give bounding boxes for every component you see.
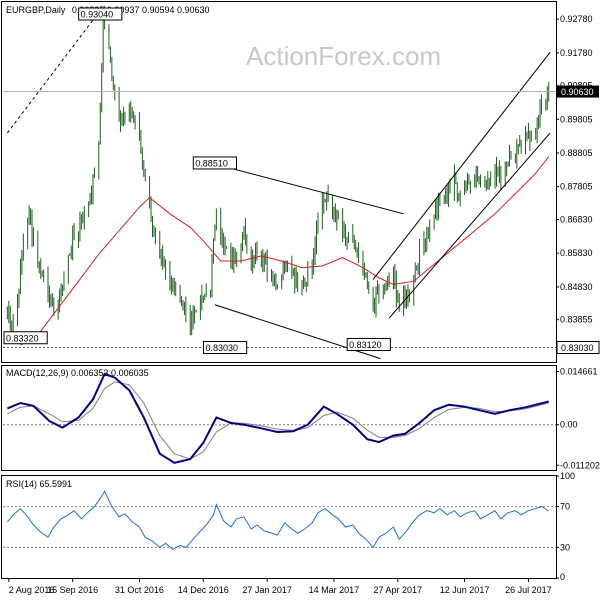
price-y-tick-label: 0.89805 [560,114,593,124]
x-tick-label: 27 Jan 2017 [242,585,292,595]
price-annotation-label: 0.83120 [349,340,382,350]
macd-y-tick-label: -0.011202 [560,460,600,470]
x-tick-label: 2 Aug 2016 [9,585,55,595]
rsi-title: RSI(14) 65.5991 [6,479,72,489]
price-plot: 0.93040 0.88510 0.83320 0.83030 0.83120 [3,5,556,360]
x-tick-label: 14 Dec 2016 [178,585,229,595]
macd-title: MACD(12,26,9) 0.006353 0.006035 [6,368,149,378]
x-tick-label: 26 Jul 2017 [505,585,552,595]
current-price-label: 0.90630 [561,87,594,97]
current-price-box [557,85,599,98]
y-axis-labels: 0.927800.917800.908050.898050.888050.878… [556,14,600,582]
macd-panel-frame [1,365,557,471]
price-y-tick-label: 0.85830 [560,248,593,258]
price-annotation-box [202,341,248,355]
rsi-y-tick-label: 0 [560,572,565,582]
support-price-box [556,341,600,355]
rsi-line [7,490,549,551]
price-y-tick-label: 0.91780 [560,48,593,58]
rsi-plot [3,490,556,551]
price-title: EURGBP,Daily 0.90835 0.90937 0.90594 0.9… [6,5,210,15]
price-y-tick-label: 0.84830 [560,282,593,292]
support-price-label: 0.83030 [561,343,594,353]
price-annotation-box [3,331,48,345]
price-annotation-label: 0.83030 [205,343,238,353]
macd-plot [3,372,556,464]
trendline [372,51,551,280]
watermark: ActionForex.com [246,41,441,71]
x-tick-label: 27 Apr 2017 [374,585,423,595]
x-tick-label: 14 Mar 2017 [309,585,360,595]
macd-line [7,372,549,464]
macd-signal-line [7,381,549,460]
price-annotation-label: 0.93040 [81,10,114,20]
x-tick-label: 31 Oct 2016 [115,585,164,595]
rsi-y-tick-label: 30 [560,542,570,552]
price-annotation-label: 0.88510 [195,158,228,168]
macd-y-tick-label: 0.00 [560,420,578,430]
trendline [6,10,101,134]
moving-average-line [20,156,550,346]
x-tick-label: 15 Sep 2016 [47,585,98,595]
price-panel-frame [1,1,557,363]
rsi-y-tick-label: 100 [560,471,575,481]
price-annotation-box [192,156,238,170]
price-y-tick-label: 0.86830 [560,215,593,225]
rsi-y-tick-label: 70 [560,502,570,512]
price-y-tick-label: 0.83855 [560,315,593,325]
macd-y-tick-label: 0.014661 [560,367,598,377]
ohlc-label: 0.90835 0.90937 0.90594 0.90630 [72,5,210,15]
price-annotation-box [78,7,123,21]
trendline [210,162,404,215]
price-annotation-label: 0.83320 [6,333,39,343]
price-annotation-box [346,337,391,351]
price-y-tick-label: 0.92780 [560,14,593,24]
symbol-label: EURGBP,Daily [6,5,66,15]
rsi-panel-frame [1,475,557,579]
price-y-tick-label: 0.87805 [560,182,593,192]
trendline [388,132,551,319]
x-tick-label: 12 Jun 2017 [440,585,490,595]
price-y-tick-label: 0.88805 [560,148,593,158]
